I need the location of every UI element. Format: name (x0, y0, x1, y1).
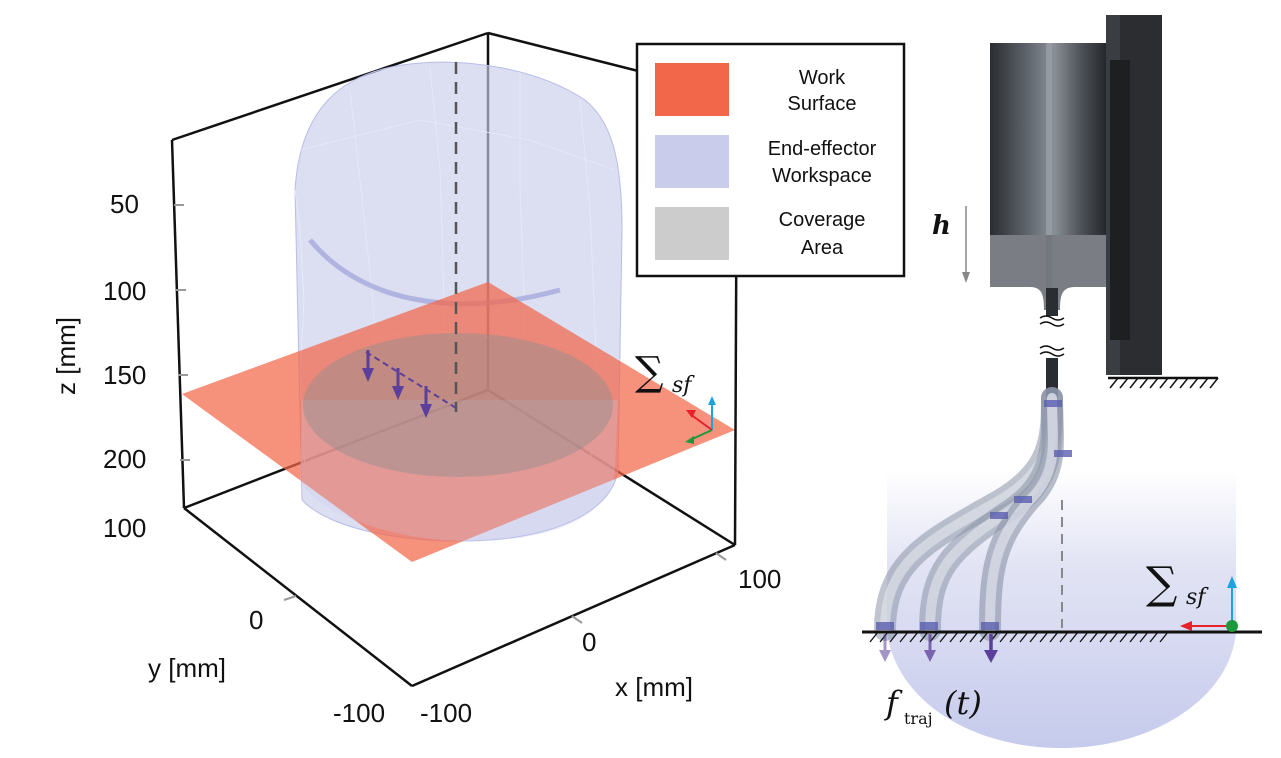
z-axis-label: z [mm] (51, 317, 81, 395)
frame-symbol-right: ∑ sf (1146, 558, 1209, 610)
legend-label: Workspace (772, 165, 872, 187)
legend: Work Surface End-effector Workspace Cove… (635, 42, 906, 278)
coverage-area (303, 333, 613, 477)
x-tick-label: -100 (420, 698, 472, 728)
legend-label: Work (799, 67, 846, 89)
work-surface-line (862, 630, 1262, 643)
height-symbol: h (932, 211, 951, 241)
sigma-subscript: sf (1186, 585, 1209, 610)
z-tick-label: 50 (110, 189, 139, 219)
force-arrow (879, 634, 891, 662)
x-axis-label: x [mm] (615, 672, 693, 702)
work-surface-plane (182, 282, 735, 562)
legend-swatch-coverage (655, 207, 729, 260)
traj-subscript: traj (904, 709, 933, 728)
force-arrow (420, 386, 432, 418)
traj-argument: (t) (944, 684, 982, 722)
z-tick-label: 150 (103, 360, 146, 390)
y-tick-label: 0 (249, 605, 263, 635)
sigma-symbol: ∑ (635, 349, 664, 395)
force-arrow (984, 634, 998, 663)
force-arrow (362, 350, 374, 382)
frame-symbol-left: ∑ sf (635, 349, 695, 398)
z-tick-label: 100 (103, 276, 146, 306)
x-tick-label: 100 (738, 564, 781, 594)
traj-symbol: f (884, 684, 903, 722)
legend-swatch-work-surface (655, 63, 729, 116)
height-indicator: h (932, 206, 970, 283)
y-tick-label: -100 (333, 698, 385, 728)
actuator-nozzle (990, 235, 1106, 310)
ground-hatch-top (1108, 376, 1219, 389)
sigma-subscript: sf (672, 373, 695, 398)
sigma-symbol: ∑ (1146, 558, 1177, 609)
tube-bands (876, 400, 1072, 630)
tip-force-arrows (879, 634, 998, 663)
force-trajectory (362, 350, 457, 418)
legend-label: Surface (788, 93, 857, 115)
legend-swatch-workspace (655, 135, 729, 188)
plot-3d: 50 100 150 200 100 0 -100 -100 0 100 z [… (51, 31, 781, 728)
device-illustration: h (862, 15, 1262, 748)
z-tick-label: 200 (103, 444, 146, 474)
x-tick-label: 0 (582, 627, 596, 657)
force-arrow (392, 368, 404, 400)
y-tick-label: 100 (103, 513, 146, 543)
legend-label: Area (801, 237, 844, 259)
y-axis-label: y [mm] (148, 653, 226, 683)
force-arrow (924, 634, 936, 662)
legend-label: End-effector (768, 138, 877, 160)
legend-label: Coverage (779, 209, 866, 231)
frame-axes-right (1180, 576, 1238, 632)
frame-axes-left (685, 396, 716, 444)
workspace-lower (300, 400, 618, 542)
break-marks (1039, 315, 1065, 357)
tick-marks (174, 204, 727, 624)
